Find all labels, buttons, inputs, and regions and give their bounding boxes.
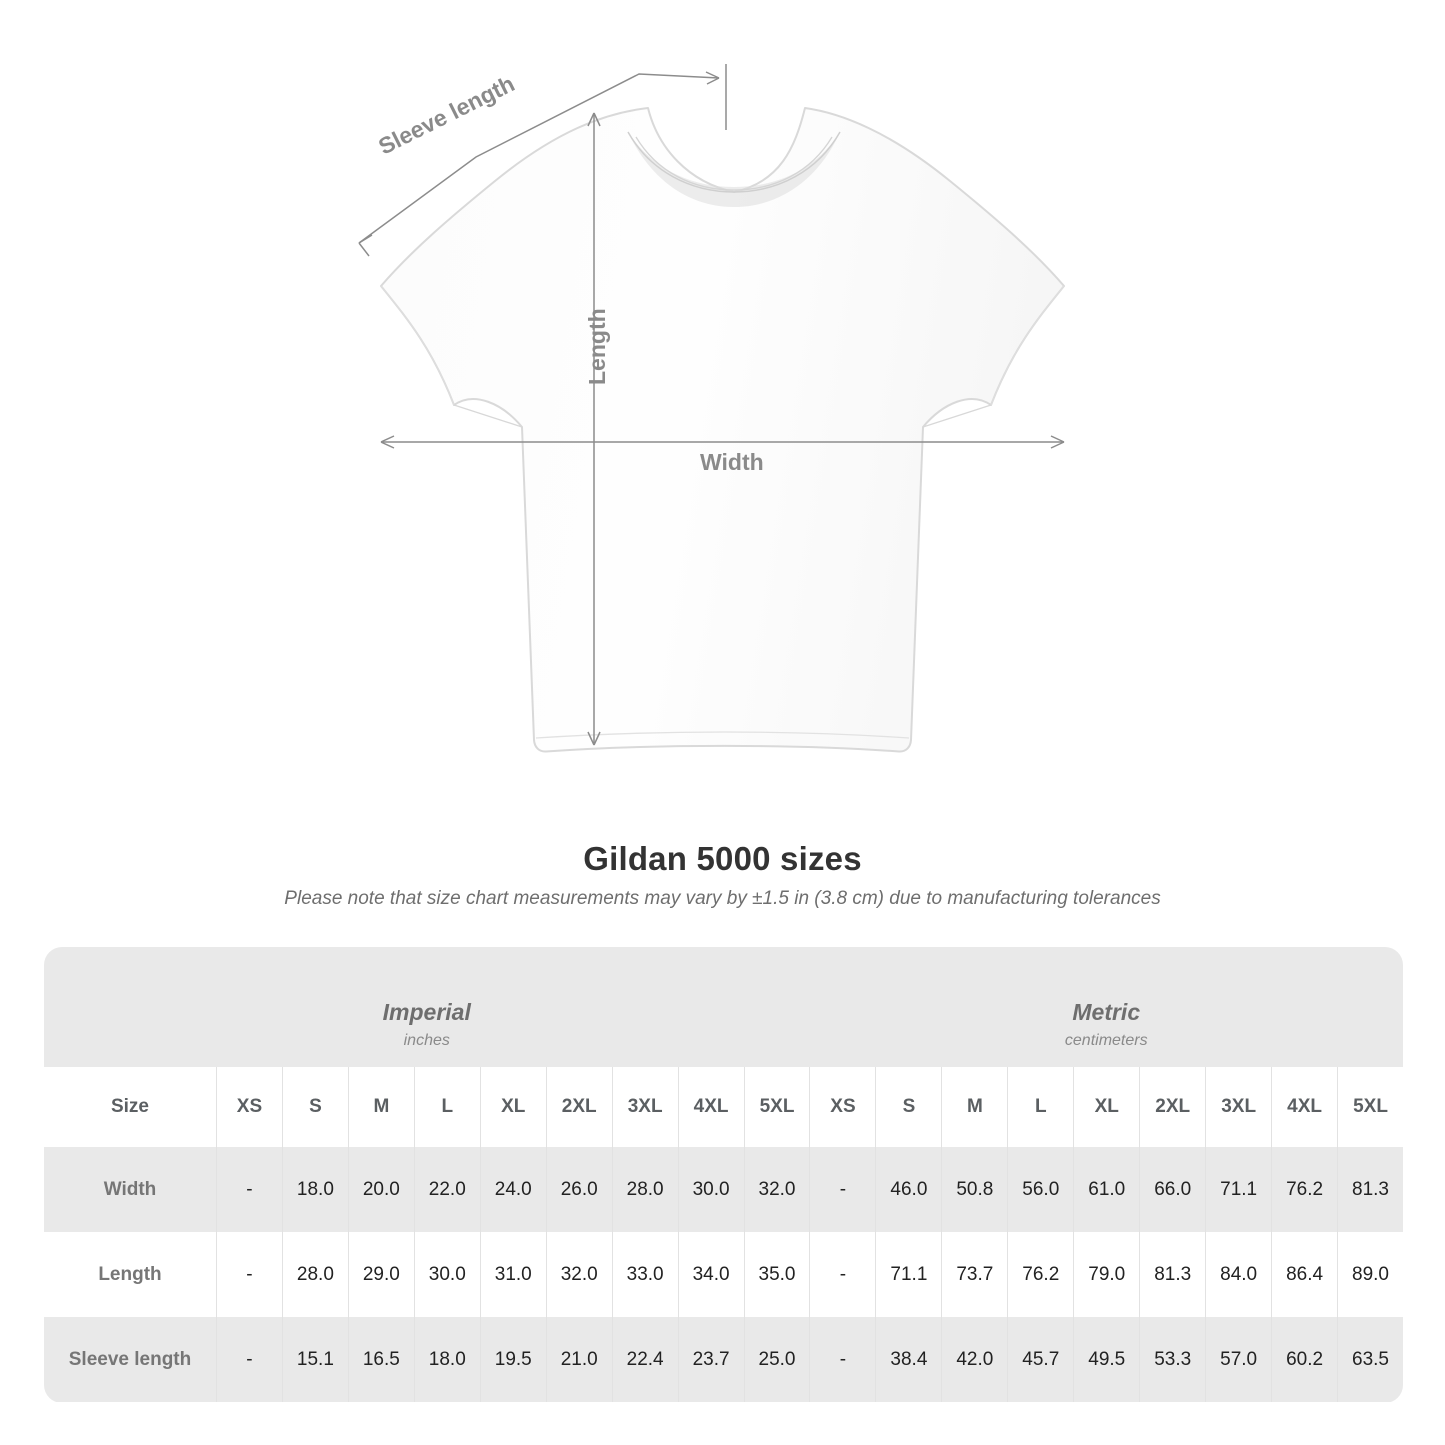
svg-text:Length: Length xyxy=(584,308,610,385)
svg-text:Width: Width xyxy=(700,449,764,475)
